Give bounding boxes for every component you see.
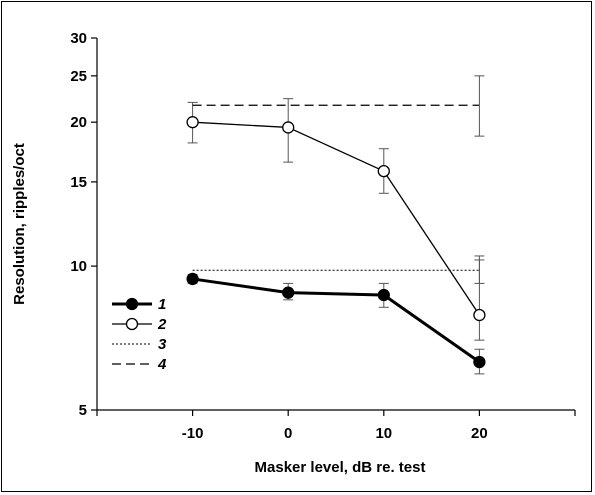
axes: 5 10 15 20 25 30 -10 0 10 20 <box>70 30 576 442</box>
series-2-line <box>192 121 480 316</box>
series-4-error-bar <box>474 75 485 137</box>
series-3-error-bar <box>474 259 485 284</box>
y-tick-label: 20 <box>70 114 87 131</box>
legend-item-4: 4 <box>112 356 167 373</box>
legend-item-3: 3 <box>112 336 167 353</box>
x-tick-label: -10 <box>182 425 204 442</box>
y-tick-label: 25 <box>70 68 87 85</box>
legend-item-1: 1 <box>112 296 166 313</box>
series-1-point <box>282 286 295 299</box>
series-1-point <box>473 355 486 369</box>
x-tick-label: 20 <box>471 425 488 442</box>
legend-swatch-marker <box>125 297 139 311</box>
series-2-point <box>377 164 390 178</box>
series-layer <box>186 75 486 375</box>
series-2-point <box>282 121 295 134</box>
legend-label: 2 <box>157 316 167 333</box>
y-tick-label: 10 <box>70 258 87 275</box>
x-axis-title: Masker level, dB re. test <box>255 459 426 476</box>
legend-label: 1 <box>158 296 166 313</box>
legend-item-2: 2 <box>112 316 167 333</box>
series-2-point <box>473 308 486 322</box>
y-tick-label: 30 <box>70 30 87 47</box>
y-axis-title: Resolution, ripples/oct <box>11 143 28 305</box>
x-tick-label: 10 <box>375 425 392 442</box>
legend: 1 2 3 4 <box>112 296 167 373</box>
legend-label: 4 <box>157 356 167 373</box>
series-1-point <box>186 272 199 286</box>
series-2-point <box>186 116 199 129</box>
series-1-point <box>377 288 390 302</box>
y-tick-label: 5 <box>79 402 87 419</box>
series-1-line <box>192 277 481 364</box>
legend-swatch-marker <box>125 317 139 331</box>
legend-label: 3 <box>158 336 167 353</box>
y-tick-label: 15 <box>70 174 87 191</box>
x-tick-label: 0 <box>284 425 292 442</box>
